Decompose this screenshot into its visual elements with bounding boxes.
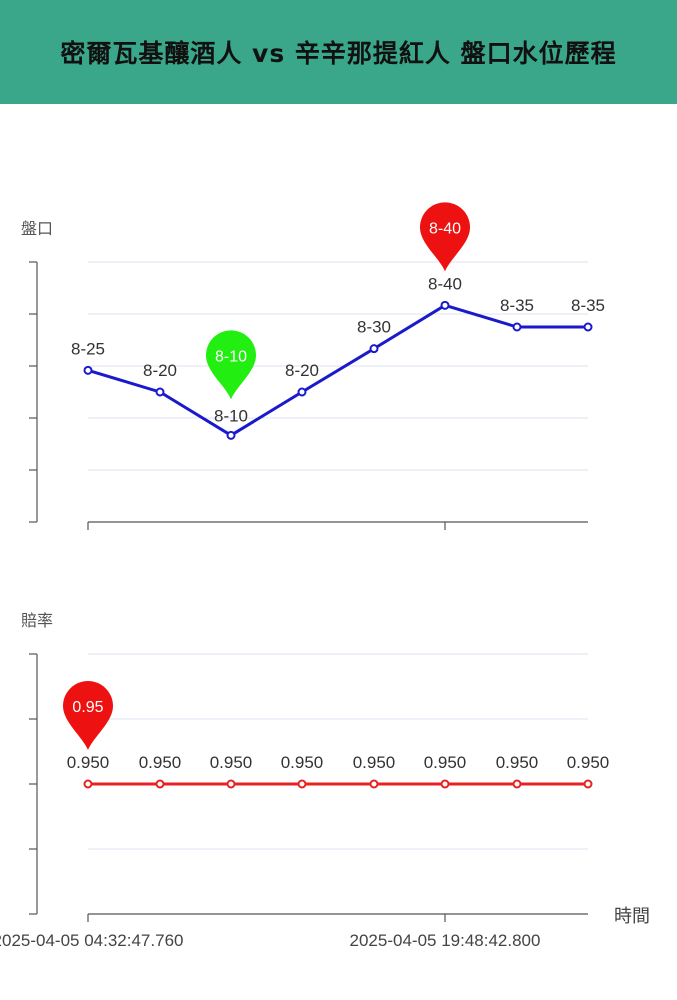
page-title: 密爾瓦基釀酒人 vs 辛辛那提紅人 盤口水位歷程 (60, 39, 617, 68)
series-line (87, 303, 588, 437)
data-label: 0.950 (424, 753, 467, 772)
data-point (297, 387, 307, 397)
data-label: 8-20 (285, 361, 319, 380)
x-tick-label: 2025-04-05 04:32:47.760 (0, 931, 183, 950)
data-point (369, 779, 379, 789)
data-label: 8-25 (71, 339, 105, 358)
max-marker-label: 0.95 (72, 699, 103, 716)
data-label: 0.950 (567, 753, 610, 772)
odds-history-chart: 盤口 8-25 8-20 8-10 8-20 8-30 8-40 8-35 8-35 8-40 8-… (0, 202, 650, 950)
data-point (583, 779, 593, 789)
data-label: 8-35 (500, 296, 534, 315)
max-marker-pin (63, 681, 113, 750)
data-point (512, 779, 522, 789)
data-label: 0.950 (353, 753, 396, 772)
data-point (155, 387, 165, 397)
data-label: 8-40 (428, 274, 462, 293)
data-label: 8-30 (357, 318, 391, 337)
data-point (297, 779, 307, 789)
data-label: 0.950 (281, 753, 324, 772)
data-label: 0.950 (67, 753, 110, 772)
data-label: 8-20 (143, 361, 177, 380)
data-point (226, 779, 236, 789)
data-label: 0.950 (210, 753, 253, 772)
data-point (83, 779, 93, 789)
x-tick-label: 2025-04-05 19:48:42.800 (350, 931, 541, 950)
data-point (440, 300, 450, 310)
max-marker-pin (420, 202, 470, 272)
data-point (83, 365, 93, 375)
min-marker-label: 8-10 (215, 348, 247, 365)
x-axis-label: 時間 (614, 906, 650, 926)
data-point (512, 322, 522, 332)
data-point (155, 779, 165, 789)
y-axis-label: 賠率 (21, 612, 53, 630)
data-label: 8-35 (571, 296, 605, 315)
data-point (226, 430, 236, 440)
min-marker-pin (206, 330, 256, 400)
max-marker-label: 8-40 (429, 220, 461, 237)
page-header: 密爾瓦基釀酒人 vs 辛辛那提紅人 盤口水位歷程 (0, 0, 677, 104)
data-label: 0.950 (496, 753, 539, 772)
data-label: 0.950 (139, 753, 182, 772)
data-label: 8-10 (214, 406, 248, 425)
data-point (583, 322, 593, 332)
data-point (369, 344, 379, 354)
data-point (440, 779, 450, 789)
y-axis-label: 盤口 (21, 220, 53, 238)
